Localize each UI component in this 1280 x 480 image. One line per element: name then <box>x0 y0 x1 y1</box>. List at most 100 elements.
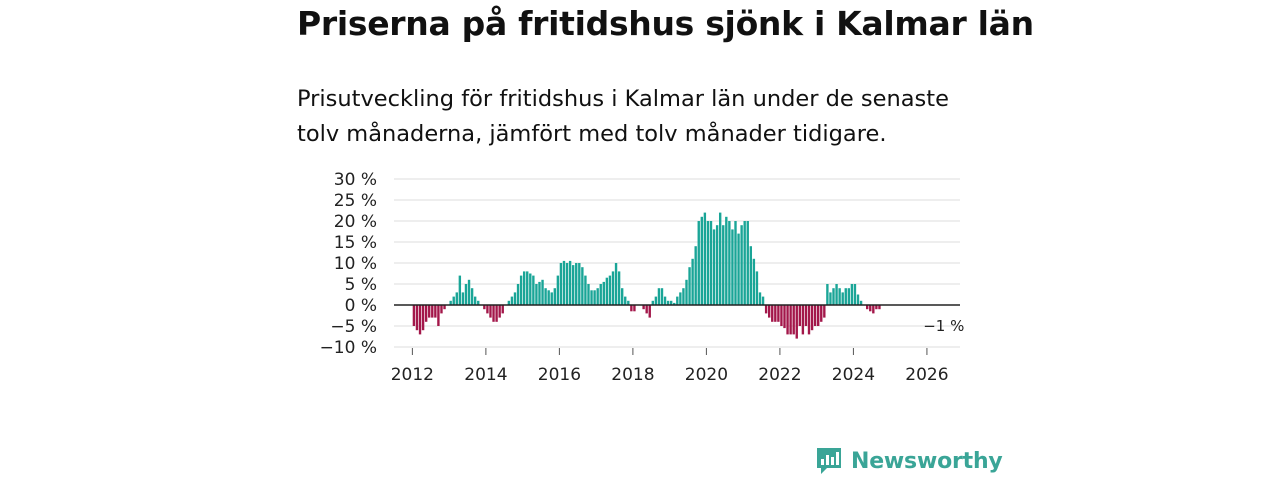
bar-positive <box>749 246 753 305</box>
bar-negative <box>495 305 498 322</box>
x-tick-label: 2020 <box>685 365 728 385</box>
bar-positive <box>535 284 538 305</box>
bar-positive <box>553 288 556 305</box>
bar-positive <box>697 221 700 305</box>
bar-negative <box>875 305 878 310</box>
bar-positive <box>611 271 615 305</box>
bar-positive <box>829 292 832 305</box>
bar-positive <box>455 292 458 305</box>
bar-positive <box>734 221 737 305</box>
bar-positive <box>737 233 740 305</box>
bar-negative <box>418 305 422 335</box>
bar-negative <box>415 305 419 331</box>
bar-positive <box>850 284 854 305</box>
y-tick-label: −5 % <box>330 317 377 337</box>
bar-positive <box>513 292 517 305</box>
bar-positive <box>449 300 452 305</box>
bar-negative <box>786 305 789 335</box>
bar-positive <box>752 258 756 305</box>
bar-positive <box>761 296 765 305</box>
y-tick-label: 25 % <box>334 191 377 211</box>
bar-positive <box>657 288 661 305</box>
bar-positive <box>709 221 713 305</box>
bar-positive <box>620 288 624 305</box>
bar-positive <box>688 267 691 305</box>
bar-positive <box>617 271 621 305</box>
y-tick-label: 10 % <box>334 254 377 274</box>
bar-negative <box>437 305 440 326</box>
bar-positive <box>731 229 734 305</box>
newsworthy-logo-icon <box>817 448 841 474</box>
chart-title: Priserna på fritidshus sjönk i Kalmar lä… <box>297 4 1034 43</box>
bar-negative <box>412 305 416 326</box>
bar-negative <box>486 305 489 314</box>
bar-positive <box>452 296 455 305</box>
bar-negative <box>642 305 645 310</box>
x-tick-label: 2016 <box>538 365 581 385</box>
bar-positive <box>470 288 474 305</box>
bar-negative <box>801 305 805 335</box>
bar-positive <box>722 225 725 305</box>
bar-negative <box>792 305 795 335</box>
bar-negative <box>872 305 875 314</box>
bar-positive <box>835 284 838 305</box>
bar-negative <box>645 305 648 314</box>
bar-negative <box>428 305 431 318</box>
bar-negative <box>813 305 817 326</box>
bar-negative <box>780 305 783 326</box>
bar-negative <box>440 305 443 314</box>
bar-positive <box>694 246 697 305</box>
bar-negative <box>443 305 446 310</box>
bar-negative <box>795 305 798 339</box>
bar-positive <box>458 275 462 305</box>
x-tick-label: 2022 <box>758 365 801 385</box>
bar-positive <box>859 300 863 305</box>
bar-negative <box>489 305 492 318</box>
bar-negative <box>866 305 869 310</box>
bar-positive <box>715 225 719 305</box>
latest-value-label: −1 % <box>923 317 964 335</box>
bar-positive <box>578 263 581 305</box>
bar-positive <box>541 279 544 305</box>
bar-positive <box>547 290 550 305</box>
x-tick-label: 2014 <box>464 365 507 385</box>
bar-positive <box>538 281 541 305</box>
bar-positive <box>660 288 664 305</box>
bar-positive <box>473 296 477 305</box>
bar-positive <box>853 284 857 305</box>
bar-negative <box>421 305 425 331</box>
bar-positive <box>519 275 523 305</box>
bar-positive <box>725 216 728 305</box>
bar-negative <box>823 305 826 318</box>
y-tick-label: 5 % <box>345 275 377 295</box>
bar-negative <box>789 305 792 335</box>
bar-positive <box>856 294 860 305</box>
bar-positive <box>510 296 514 305</box>
y-tick-label: 30 % <box>334 170 377 190</box>
bar-positive <box>599 284 602 305</box>
x-tick-label: 2012 <box>391 365 434 385</box>
bar-negative <box>804 305 808 326</box>
bar-positive <box>676 296 679 305</box>
bar-positive <box>461 292 465 305</box>
bar-positive <box>838 288 841 305</box>
bar-positive <box>706 221 710 305</box>
bar-positive <box>685 279 688 305</box>
bar-negative <box>777 305 780 322</box>
bar-positive <box>593 290 596 305</box>
bar-positive <box>682 288 685 305</box>
bar-positive <box>743 221 746 305</box>
bar-positive <box>651 300 654 305</box>
bar-negative <box>771 305 774 322</box>
bar-positive <box>596 288 599 305</box>
bar-positive <box>526 271 529 305</box>
bar-positive <box>826 284 829 305</box>
bar-negative <box>820 305 823 322</box>
bar-positive <box>568 260 572 305</box>
bar-positive <box>847 288 851 305</box>
bar-positive <box>746 221 749 305</box>
bar-positive <box>575 263 578 305</box>
bar-positive <box>608 275 612 305</box>
bar-negative <box>630 305 633 312</box>
bar-positive <box>581 267 584 305</box>
